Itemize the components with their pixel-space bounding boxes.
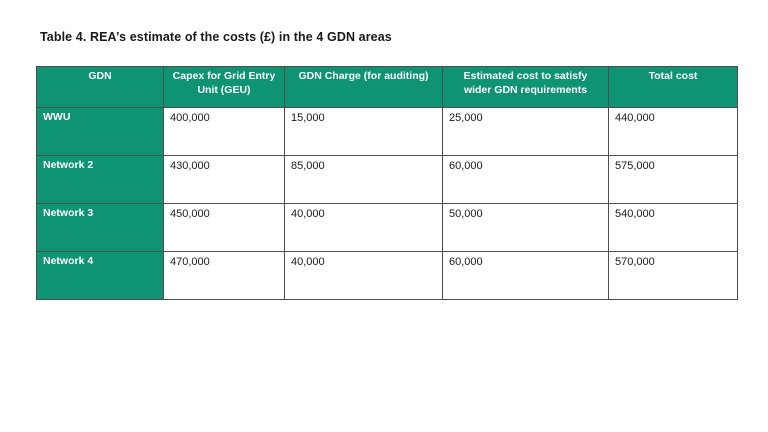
table-body: WWU 400,000 15,000 25,000 440,000 Networ… <box>36 107 738 300</box>
column-header-gdn: GDN <box>36 66 164 108</box>
row-header: Network 2 <box>36 155 164 204</box>
table-row: Network 2 430,000 85,000 60,000 575,000 <box>36 155 738 204</box>
cell-wider: 50,000 <box>442 203 609 252</box>
cell-wider: 60,000 <box>442 155 609 204</box>
cell-wider: 25,000 <box>442 107 609 156</box>
row-header: Network 3 <box>36 203 164 252</box>
cell-capex: 470,000 <box>163 251 285 300</box>
cell-total: 575,000 <box>608 155 738 204</box>
table-header: GDN Capex for Grid Entry Unit (GEU) GDN … <box>36 66 738 108</box>
cell-charge: 15,000 <box>284 107 443 156</box>
column-header-charge: GDN Charge (for auditing) <box>284 66 443 108</box>
page-title: Table 4. REA’s estimate of the costs (£)… <box>40 30 392 44</box>
header-row: GDN Capex for Grid Entry Unit (GEU) GDN … <box>36 66 738 108</box>
cell-wider: 60,000 <box>442 251 609 300</box>
row-header: WWU <box>36 107 164 156</box>
row-header: Network 4 <box>36 251 164 300</box>
cell-charge: 85,000 <box>284 155 443 204</box>
cell-total: 540,000 <box>608 203 738 252</box>
column-header-total: Total cost <box>608 66 738 108</box>
cost-table: GDN Capex for Grid Entry Unit (GEU) GDN … <box>36 66 738 300</box>
cell-total: 440,000 <box>608 107 738 156</box>
column-header-capex: Capex for Grid Entry Unit (GEU) <box>163 66 285 108</box>
cell-total: 570,000 <box>608 251 738 300</box>
cell-charge: 40,000 <box>284 251 443 300</box>
table-row: Network 3 450,000 40,000 50,000 540,000 <box>36 203 738 252</box>
cell-capex: 400,000 <box>163 107 285 156</box>
column-header-wider: Estimated cost to satisfy wider GDN requ… <box>442 66 609 108</box>
cell-charge: 40,000 <box>284 203 443 252</box>
table-row: Network 4 470,000 40,000 60,000 570,000 <box>36 251 738 300</box>
cell-capex: 430,000 <box>163 155 285 204</box>
table-row: WWU 400,000 15,000 25,000 440,000 <box>36 107 738 156</box>
cell-capex: 450,000 <box>163 203 285 252</box>
